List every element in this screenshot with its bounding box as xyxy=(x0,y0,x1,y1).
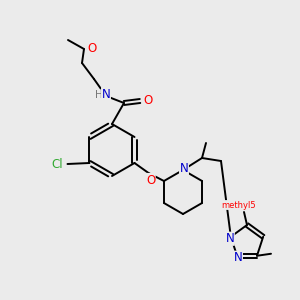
Text: N: N xyxy=(180,163,188,176)
Text: O: O xyxy=(143,94,153,106)
Text: N: N xyxy=(234,251,242,264)
Text: methyl5: methyl5 xyxy=(222,200,256,209)
Text: O: O xyxy=(87,41,97,55)
Text: N: N xyxy=(102,88,110,100)
Text: H: H xyxy=(95,90,103,100)
Text: Cl: Cl xyxy=(52,158,63,170)
Text: N: N xyxy=(226,232,234,245)
Text: O: O xyxy=(146,173,155,187)
